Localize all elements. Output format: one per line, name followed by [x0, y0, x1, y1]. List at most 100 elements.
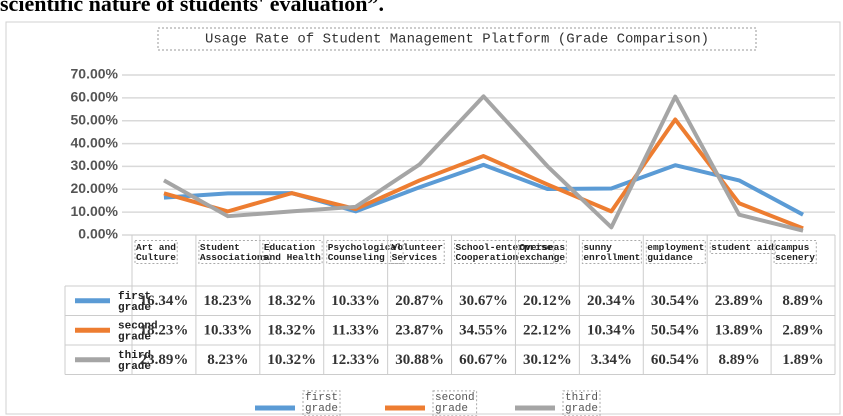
x-tick-line: Psychological [328, 242, 402, 253]
x-tick-box [262, 240, 323, 265]
table-value: 60.67% [459, 352, 508, 368]
table-value: 10.33% [331, 293, 380, 309]
table-value: 1.89% [782, 352, 823, 368]
y-tick-label: 60.00% [71, 89, 119, 105]
table-value: 23.89% [715, 293, 764, 309]
legend-label: third grade [565, 392, 598, 415]
x-tick-line: Overseas [519, 242, 565, 253]
table-value: 34.55% [459, 323, 508, 339]
table-value: 60.54% [651, 352, 700, 368]
x-tick-line: Volunteer [392, 242, 444, 253]
series-label: third grade [118, 350, 151, 373]
x-tick-line: employment [647, 242, 704, 253]
table-value: 18.23% [140, 323, 189, 339]
x-tick-line: Counseling [328, 252, 385, 263]
table-value: 10.32% [267, 352, 316, 368]
table-value: 22.12% [523, 323, 572, 339]
x-tick-label: Psychological Counseling [328, 242, 402, 263]
x-tick-box [198, 240, 271, 265]
x-tick-line: Cooperation [456, 252, 519, 263]
table-value: 3.34% [591, 352, 632, 368]
y-tick-label: 0.00% [78, 226, 118, 242]
legend-label-line: grade [305, 403, 338, 415]
x-tick-line: scenery [775, 252, 815, 263]
legend-label-line: first [305, 392, 338, 404]
table-value: 13.89% [715, 323, 764, 339]
x-tick-line: Art and [136, 242, 176, 253]
x-tick-box [454, 240, 555, 265]
table-value: 18.23% [203, 293, 252, 309]
x-tick-box [390, 240, 445, 265]
table-value: 12.33% [331, 352, 380, 368]
series-line [163, 162, 804, 217]
y-tick-label: 30.00% [71, 157, 119, 173]
y-tick-label: 40.00% [71, 134, 119, 150]
x-tick-line: and Health [264, 252, 321, 263]
x-tick-box [773, 240, 817, 265]
x-tick-label: Art and Culture [136, 242, 176, 263]
table-value: 23.87% [395, 323, 444, 339]
x-tick-line: Services [392, 252, 438, 263]
x-tick-line: campus [775, 242, 810, 253]
caption-fragment: scientific nature of students' evaluatio… [0, 0, 384, 16]
series-label-line: second [118, 320, 158, 332]
x-tick-label: School-enterprise Cooperation [456, 242, 553, 263]
y-tick-label: 70.00% [71, 66, 119, 82]
table-value: 2.89% [782, 323, 823, 339]
table-value: 20.87% [395, 293, 444, 309]
table-value: 30.54% [651, 293, 700, 309]
series-line [163, 117, 804, 231]
legend-label-line: third [565, 392, 598, 404]
x-tick-box [134, 240, 178, 265]
table-value: 18.32% [267, 323, 316, 339]
series-line [162, 94, 804, 233]
table-value: 20.34% [587, 293, 636, 309]
table-value: 10.34% [587, 323, 636, 339]
legend-label: first grade [305, 392, 338, 415]
x-tick-line: guidance [647, 252, 693, 263]
series-label-line: third [118, 350, 151, 362]
table-value: 10.33% [203, 323, 252, 339]
table-value: 11.33% [332, 323, 380, 339]
legend-label-line: second [435, 392, 475, 404]
x-tick-line: student aid [711, 242, 774, 253]
legend-box [432, 390, 478, 416]
series-label-line: grade [118, 302, 151, 314]
x-tick-label: Education and Health [264, 242, 321, 263]
table-value: 8.23% [207, 352, 248, 368]
legend-label: second grade [435, 392, 475, 415]
series-label-line: first [118, 291, 151, 303]
x-tick-box [326, 240, 404, 265]
y-tick-label: 50.00% [71, 111, 119, 127]
table-value: 8.89% [719, 352, 760, 368]
chart-border [5, 21, 841, 415]
x-tick-label: student aid [711, 242, 774, 253]
table-value: 30.88% [395, 352, 444, 368]
chart-title: Usage Rate of Student Management Platfor… [205, 32, 709, 48]
x-tick-line: School-enterprise [456, 242, 553, 253]
series-label-line: grade [118, 331, 151, 343]
table-value: 50.54% [651, 323, 700, 339]
series-label-line: grade [118, 361, 151, 373]
x-tick-line: sunny [583, 242, 612, 253]
series-label: second grade [118, 320, 158, 343]
x-tick-line: Education [264, 242, 316, 253]
title-box [157, 27, 757, 51]
table-value: 18.32% [267, 293, 316, 309]
legend-label-line: grade [565, 403, 598, 415]
x-tick-line: exchange [519, 252, 565, 263]
y-tick-label: 20.00% [71, 180, 119, 196]
x-tick-line: Culture [136, 252, 176, 263]
table-value: 20.12% [523, 293, 572, 309]
x-tick-box [645, 240, 706, 265]
x-tick-label: employment guidance [647, 242, 704, 263]
table-value: 30.67% [459, 293, 508, 309]
x-tick-line: Student [200, 242, 240, 253]
x-tick-line: Associations [200, 252, 269, 263]
legend-label-line: grade [435, 403, 468, 415]
x-tick-label: Student Associations [200, 242, 269, 263]
series-label: first grade [118, 291, 151, 314]
x-tick-label: Overseas exchange [519, 242, 565, 263]
x-tick-line: enrollment [583, 252, 640, 263]
